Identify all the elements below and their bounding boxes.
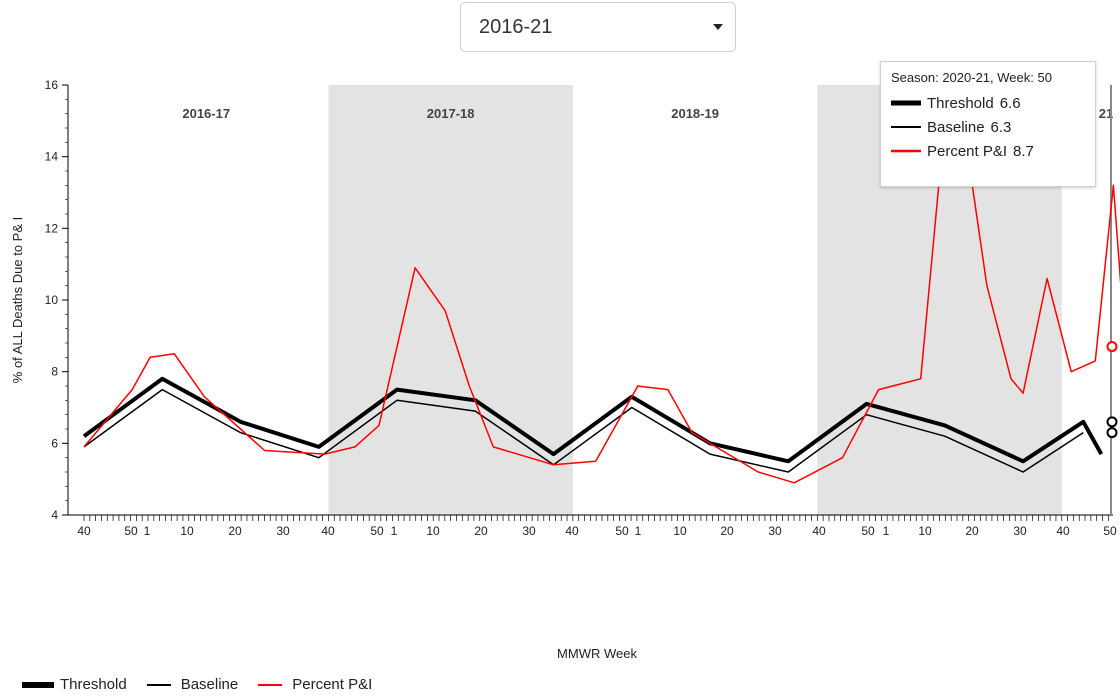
- x-tick-label: 10: [673, 524, 687, 538]
- y-tick-label: 14: [45, 150, 59, 164]
- x-tick-label: 20: [965, 524, 979, 538]
- tooltip-value: 6.3: [990, 118, 1012, 136]
- x-tick-label: 20: [474, 524, 488, 538]
- season-label: 2017-18: [427, 106, 475, 121]
- tooltip-row-percent-pi: Percent P&I 8.7: [891, 139, 1085, 163]
- y-axis-title: % of ALL Deaths Due to P& I: [10, 217, 25, 383]
- tooltip-row-threshold: Threshold 6.6: [891, 91, 1085, 115]
- legend-label: Threshold: [60, 676, 127, 693]
- hover-tooltip: Season: 2020-21, Week: 50 Threshold 6.6 …: [880, 61, 1096, 187]
- y-tick-label: 16: [45, 78, 59, 92]
- baseline-legend-icon: [146, 683, 171, 686]
- caret-down-icon: [713, 24, 723, 30]
- x-tick-label: 1: [635, 524, 642, 538]
- chart-legend: Threshold Baseline Percent P&I: [22, 676, 388, 693]
- series-line: [83, 120, 1120, 484]
- x-tick-label: 40: [565, 524, 579, 538]
- x-tick-label: 50: [615, 524, 629, 538]
- hover-marker: [1106, 427, 1118, 439]
- y-tick-label: 6: [51, 436, 58, 450]
- season-select-value: 2016-21: [479, 15, 553, 38]
- tooltip-header: Season: 2020-21, Week: 50: [891, 70, 1052, 85]
- hover-marker: [1106, 416, 1118, 428]
- legend-item-percent-pi[interactable]: Percent P&I: [254, 676, 372, 693]
- legend-label: Baseline: [180, 676, 239, 693]
- x-axis-title: MMWR Week: [557, 646, 637, 661]
- x-tick-label: 40: [77, 524, 91, 538]
- series-line: [83, 388, 1084, 473]
- x-tick-label: 1: [883, 524, 890, 538]
- legend-item-threshold[interactable]: Threshold: [22, 676, 127, 693]
- percent-pi-legend-icon: [258, 683, 283, 686]
- threshold-legend-icon: [22, 681, 54, 688]
- x-tick-label: 50: [861, 524, 875, 538]
- x-tick-label: 30: [768, 524, 782, 538]
- x-tick-label: 50: [1103, 524, 1117, 538]
- percent-pi-swatch-icon: [891, 149, 921, 153]
- x-tick-label: 30: [522, 524, 536, 538]
- baseline-swatch-icon: [891, 126, 921, 128]
- tooltip-label: Threshold: [927, 94, 994, 112]
- tooltip-row-baseline: Baseline 6.3: [891, 115, 1085, 139]
- legend-label: Percent P&I: [292, 676, 373, 693]
- x-tick-label: 20: [228, 524, 242, 538]
- x-tick-label: 40: [812, 524, 826, 538]
- legend-item-baseline[interactable]: Baseline: [143, 676, 239, 693]
- tooltip-label: Baseline: [927, 118, 985, 136]
- x-tick-label: 40: [321, 524, 335, 538]
- season-label: 2016-17: [182, 106, 230, 121]
- hover-marker: [1106, 341, 1118, 353]
- x-tick-label: 1: [144, 524, 151, 538]
- threshold-swatch-icon: [891, 100, 921, 106]
- tooltip-label: Percent P&I: [927, 142, 1008, 160]
- season-band: [328, 85, 573, 515]
- y-tick-label: 4: [51, 508, 58, 522]
- x-tick-label: 30: [276, 524, 290, 538]
- x-tick-label: 10: [918, 524, 932, 538]
- y-tick-label: 10: [45, 293, 59, 307]
- season-label: 21: [1099, 106, 1113, 121]
- x-tick-label: 10: [426, 524, 440, 538]
- x-tick-label: 50: [370, 524, 384, 538]
- y-tick-label: 8: [51, 365, 58, 379]
- tooltip-value: 8.7: [1013, 142, 1034, 160]
- y-tick-label: 12: [45, 221, 59, 235]
- x-tick-label: 10: [180, 524, 194, 538]
- season-select[interactable]: 2016-21: [460, 2, 736, 52]
- x-tick-label: 20: [720, 524, 734, 538]
- season-label: 2018-19: [671, 106, 719, 121]
- x-tick-label: 50: [124, 524, 138, 538]
- tooltip-value: 6.6: [999, 94, 1021, 112]
- x-tick-label: 40: [1056, 524, 1070, 538]
- x-tick-label: 1: [391, 524, 398, 538]
- x-tick-label: 30: [1013, 524, 1027, 538]
